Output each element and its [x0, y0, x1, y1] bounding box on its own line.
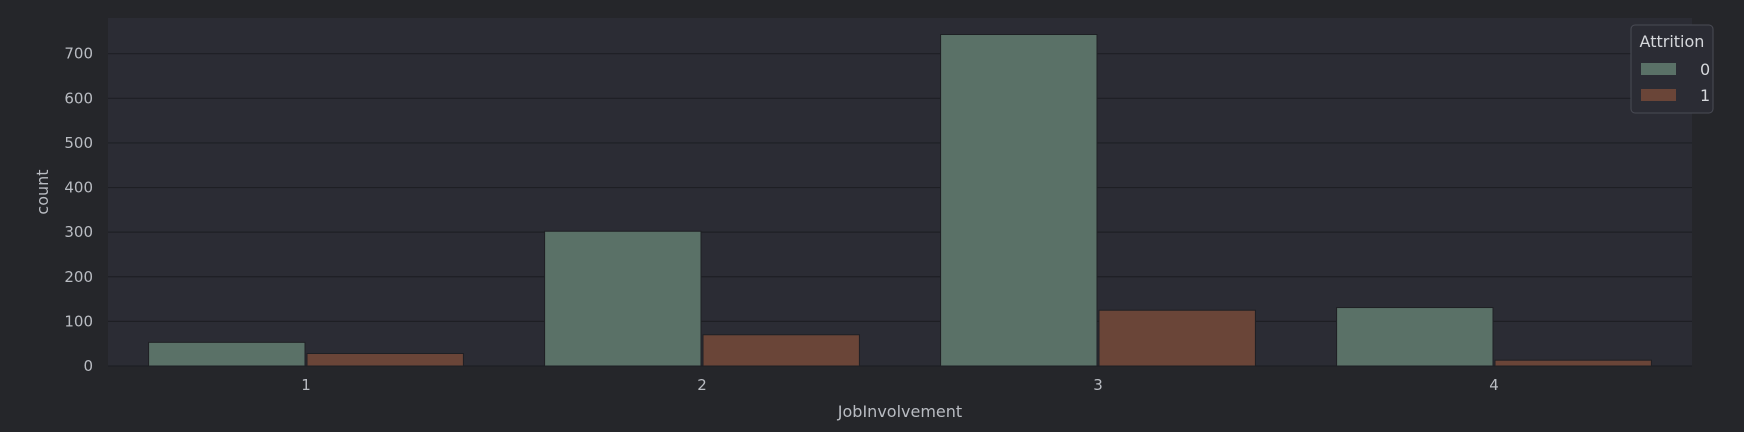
- legend-label: 1: [1700, 86, 1710, 105]
- x-tick-label: 1: [301, 376, 311, 394]
- y-axis-title: count: [33, 169, 52, 214]
- legend-items: 01: [1641, 60, 1710, 105]
- legend-label: 0: [1700, 60, 1710, 79]
- y-tick-label: 600: [64, 89, 93, 107]
- y-tick-label: 100: [64, 312, 93, 330]
- x-axis-title: JobInvolvement: [837, 402, 962, 421]
- y-tick-label: 400: [64, 179, 93, 197]
- y-tick-label: 200: [64, 268, 93, 286]
- y-tick-label: 300: [64, 223, 93, 241]
- bar-cat2-series1: [702, 334, 860, 367]
- legend: Attrition 01: [1630, 24, 1714, 114]
- y-axis-ticks: 0 100 200 300 400 500 600 700: [64, 45, 93, 375]
- bar-cat3-series0: [940, 34, 1098, 367]
- legend-title: Attrition: [1640, 32, 1705, 51]
- bar-cat2-series0: [544, 230, 702, 367]
- x-tick-label: 2: [697, 376, 707, 394]
- x-axis-ticks: 1 2 3 4: [301, 376, 1499, 394]
- bars: [148, 34, 1652, 367]
- bar-cat1-series1: [306, 353, 464, 367]
- x-tick-label: 4: [1489, 376, 1499, 394]
- x-tick-label: 3: [1093, 376, 1103, 394]
- legend-swatch: [1641, 63, 1676, 75]
- bar-cat1-series0: [148, 341, 306, 367]
- y-tick-label: 0: [83, 357, 93, 375]
- bar-cat4-series1: [1494, 359, 1652, 367]
- legend-swatch: [1641, 89, 1676, 101]
- bar-cat4-series0: [1336, 307, 1494, 367]
- bar-cat3-series1: [1098, 309, 1256, 367]
- y-tick-label: 700: [64, 45, 93, 63]
- y-tick-label: 500: [64, 134, 93, 152]
